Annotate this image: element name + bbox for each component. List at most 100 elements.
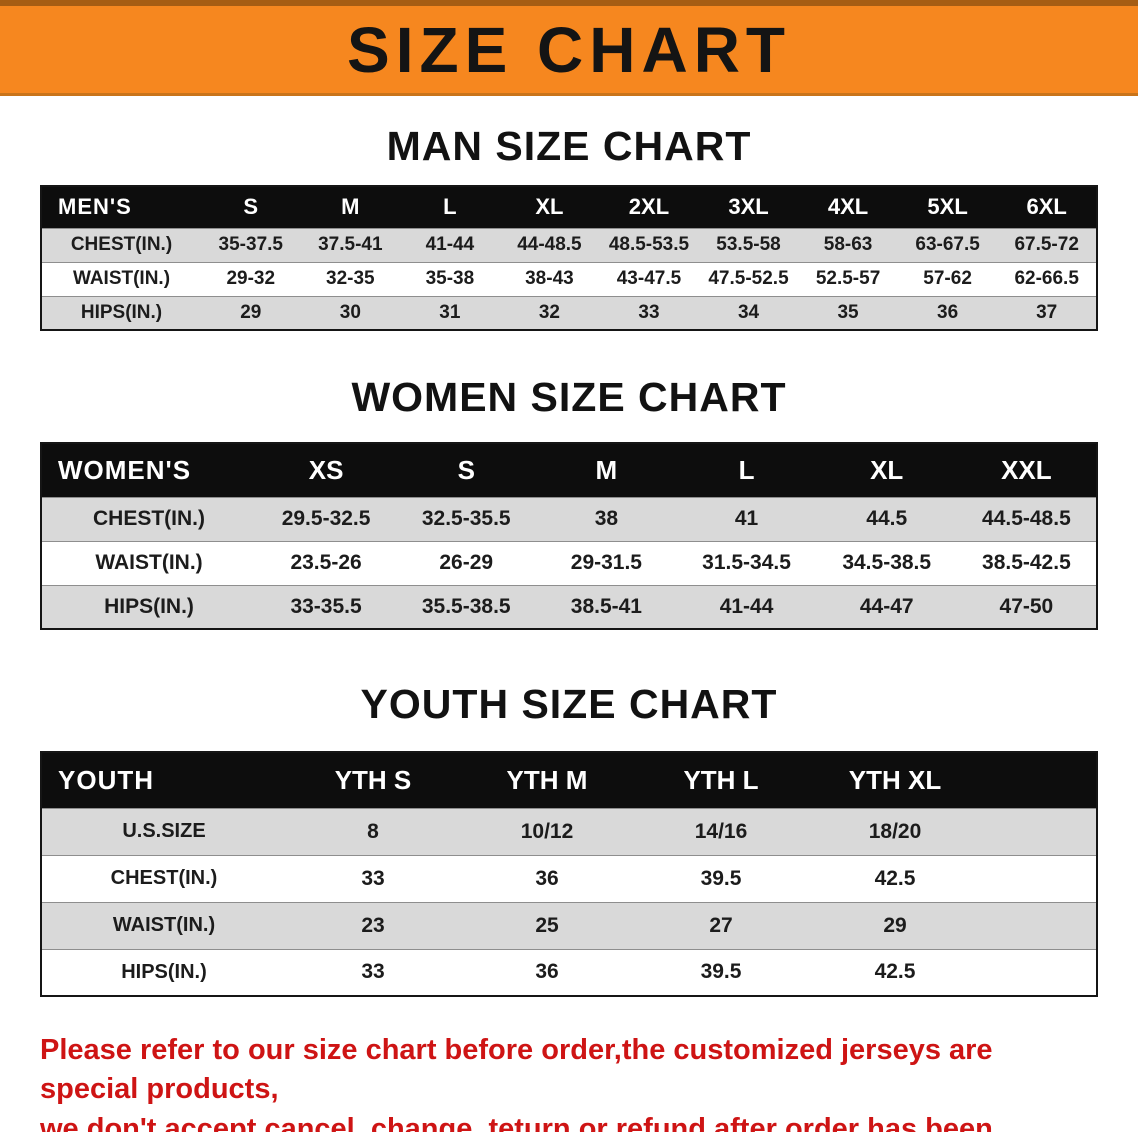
row-label: HIPS(IN.) bbox=[41, 295, 201, 330]
size-value: 36 bbox=[460, 854, 634, 902]
size-value: 14/16 bbox=[634, 807, 808, 855]
size-column-header: YTH XL bbox=[848, 764, 942, 795]
size-column-header: M bbox=[595, 454, 618, 485]
footer-warning-line2: we don't accept cancel, change, teturn o… bbox=[40, 1112, 993, 1132]
size-value: 38 bbox=[536, 496, 677, 541]
men-table-label: MEN'S bbox=[58, 194, 132, 220]
size-value: 44-47 bbox=[816, 584, 957, 629]
size-value: 8 bbox=[286, 807, 460, 855]
size-column-header: XL bbox=[535, 194, 564, 220]
size-value: 33 bbox=[286, 854, 460, 902]
size-column-header: 3XL bbox=[728, 194, 769, 220]
size-value: 29 bbox=[201, 295, 301, 330]
spacer-cell bbox=[982, 948, 1097, 996]
table-row: HIPS(IN.) 29 30 31 32 33 34 35 36 37 bbox=[41, 295, 1097, 330]
size-value: 39.5 bbox=[634, 854, 808, 902]
size-value: 26-29 bbox=[396, 540, 537, 585]
size-value: 32 bbox=[499, 295, 600, 330]
spacer-cell bbox=[982, 854, 1097, 902]
size-value: 31.5-34.5 bbox=[676, 540, 817, 585]
size-column-header: M bbox=[341, 194, 360, 220]
youth-header-row: YOUTH YTH S YTH M YTH L YTH XL bbox=[41, 752, 1097, 808]
size-value: 29-32 bbox=[201, 261, 301, 296]
size-value: 58-63 bbox=[798, 227, 898, 262]
size-value: 52.5-57 bbox=[798, 261, 898, 296]
spacer-cell bbox=[982, 807, 1097, 855]
size-value: 44.5 bbox=[816, 496, 957, 541]
size-value: 41 bbox=[676, 496, 817, 541]
table-row: U.S.SIZE 8 10/12 14/16 18/20 bbox=[41, 807, 1097, 855]
size-value: 53.5-58 bbox=[698, 227, 799, 262]
size-value: 33 bbox=[286, 948, 460, 996]
row-label: WAIST(IN.) bbox=[41, 540, 256, 585]
size-value: 44.5-48.5 bbox=[956, 496, 1097, 541]
row-label: HIPS(IN.) bbox=[41, 948, 286, 996]
size-column-header: XL bbox=[870, 454, 904, 485]
size-value: 48.5-53.5 bbox=[599, 227, 699, 262]
men-header-row: MEN'S S M L XL 2XL 3XL 4XL 5XL 6XL bbox=[41, 186, 1097, 228]
size-value: 39.5 bbox=[634, 948, 808, 996]
youth-table-label: YOUTH bbox=[58, 764, 154, 795]
size-value: 32-35 bbox=[300, 261, 401, 296]
size-column-header: L bbox=[738, 454, 755, 485]
women-size-table: WOMEN'S XS S M L XL XXL CHEST(IN.) 29.5-… bbox=[40, 442, 1098, 630]
table-row: WAIST(IN.) 29-32 32-35 35-38 38-43 43-47… bbox=[41, 261, 1097, 296]
size-value: 18/20 bbox=[808, 807, 982, 855]
row-label: WAIST(IN.) bbox=[41, 901, 286, 949]
row-label: U.S.SIZE bbox=[41, 807, 286, 855]
table-row: CHEST(IN.) 33 36 39.5 42.5 bbox=[41, 854, 1097, 902]
table-row: HIPS(IN.) 33-35.5 35.5-38.5 38.5-41 41-4… bbox=[41, 584, 1097, 629]
size-column-header: S bbox=[243, 194, 259, 220]
size-value: 35.5-38.5 bbox=[396, 584, 537, 629]
size-value: 29 bbox=[808, 901, 982, 949]
footer-warning: Please refer to our size chart before or… bbox=[40, 1031, 1098, 1132]
size-value: 29-31.5 bbox=[536, 540, 677, 585]
size-value: 44-48.5 bbox=[499, 227, 600, 262]
spacer-cell bbox=[982, 752, 1097, 808]
table-row: WAIST(IN.) 23 25 27 29 bbox=[41, 901, 1097, 949]
row-label: CHEST(IN.) bbox=[41, 227, 201, 262]
size-column-header: XS bbox=[308, 454, 344, 485]
page-title: SIZE CHART bbox=[347, 13, 791, 86]
table-row: CHEST(IN.) 35-37.5 37.5-41 41-44 44-48.5… bbox=[41, 227, 1097, 262]
table-row: WAIST(IN.) 23.5-26 26-29 29-31.5 31.5-34… bbox=[41, 540, 1097, 585]
size-column-header: 6XL bbox=[1026, 194, 1067, 220]
size-value: 33-35.5 bbox=[256, 584, 397, 629]
size-column-header: XXL bbox=[1001, 454, 1052, 485]
size-value: 41-44 bbox=[400, 227, 500, 262]
size-value: 47.5-52.5 bbox=[698, 261, 799, 296]
banner: SIZE CHART bbox=[0, 0, 1138, 96]
size-value: 63-67.5 bbox=[897, 227, 998, 262]
size-value: 10/12 bbox=[460, 807, 634, 855]
size-value: 42.5 bbox=[808, 948, 982, 996]
size-value: 30 bbox=[300, 295, 401, 330]
size-value: 57-62 bbox=[897, 261, 998, 296]
size-value: 35-38 bbox=[400, 261, 500, 296]
footer-warning-line1: Please refer to our size chart before or… bbox=[40, 1034, 993, 1106]
size-value: 38-43 bbox=[499, 261, 600, 296]
size-value: 25 bbox=[460, 901, 634, 949]
size-value: 34 bbox=[698, 295, 799, 330]
spacer-cell bbox=[982, 901, 1097, 949]
size-value: 32.5-35.5 bbox=[396, 496, 537, 541]
women-header-row: WOMEN'S XS S M L XL XXL bbox=[41, 443, 1097, 497]
row-label: CHEST(IN.) bbox=[41, 854, 286, 902]
men-size-table: MEN'S S M L XL 2XL 3XL 4XL 5XL 6XL CHEST… bbox=[40, 185, 1098, 331]
size-column-header: 2XL bbox=[628, 194, 670, 220]
size-value: 62-66.5 bbox=[997, 261, 1097, 296]
size-value: 31 bbox=[400, 295, 500, 330]
youth-size-table: YOUTH YTH S YTH M YTH L YTH XL U.S.SIZE … bbox=[40, 751, 1098, 997]
size-value: 33 bbox=[599, 295, 699, 330]
table-row: HIPS(IN.) 33 36 39.5 42.5 bbox=[41, 948, 1097, 996]
size-value: 35-37.5 bbox=[201, 227, 301, 262]
size-column-header: 5XL bbox=[927, 194, 968, 220]
youth-section-heading: YOUTH SIZE CHART bbox=[360, 681, 778, 727]
size-value: 43-47.5 bbox=[599, 261, 699, 296]
women-section-heading: WOMEN SIZE CHART bbox=[351, 374, 787, 420]
size-value: 38.5-42.5 bbox=[956, 540, 1097, 585]
size-value: 36 bbox=[897, 295, 998, 330]
size-value: 23 bbox=[286, 901, 460, 949]
size-value: 34.5-38.5 bbox=[816, 540, 957, 585]
size-value: 27 bbox=[634, 901, 808, 949]
size-value: 37.5-41 bbox=[300, 227, 401, 262]
